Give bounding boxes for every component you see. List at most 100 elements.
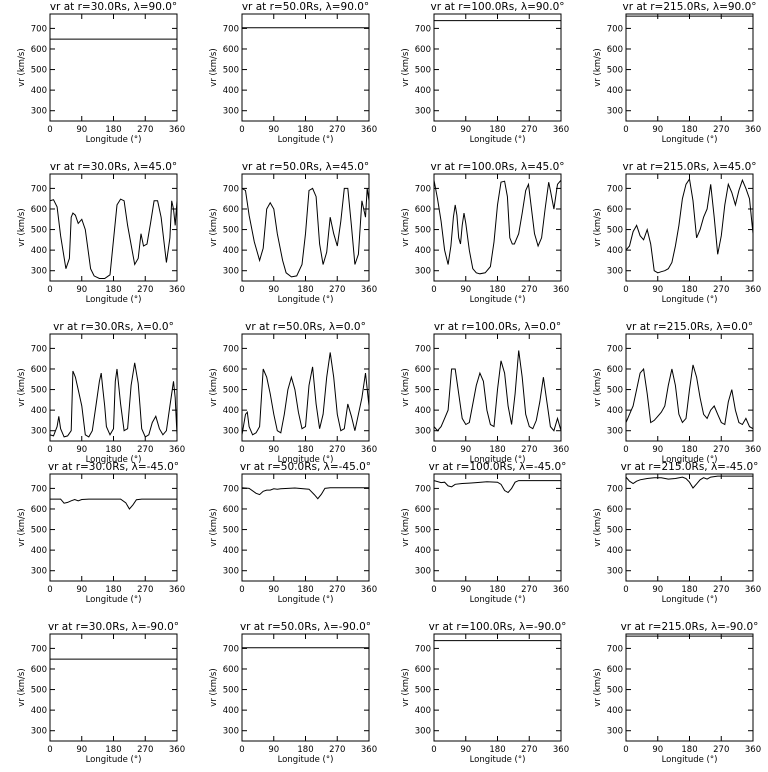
y-tick-label: 400 — [607, 406, 623, 416]
y-tick-label: 600 — [607, 205, 623, 215]
x-tick-label: 90 — [268, 745, 279, 755]
panel-1-0: vr at r=30.0Rs, λ=45.0° 0 90 180 270 360 300 40… — [17, 161, 185, 305]
y-tick-label: 700 — [31, 184, 47, 194]
y-tick-label: 300 — [607, 107, 623, 117]
y-tick-label: 600 — [31, 205, 47, 215]
y-tick-label: 300 — [31, 727, 47, 737]
x-tick-label: 270 — [521, 585, 537, 595]
x-tick-label: 0 — [239, 125, 244, 135]
x-tick-label: 90 — [652, 125, 663, 135]
panel-title: vr at r=100.0Rs, λ=-90.0° — [429, 621, 567, 633]
y-tick-label: 500 — [607, 386, 623, 396]
y-tick-label: 700 — [415, 484, 431, 494]
y-tick-label: 600 — [415, 45, 431, 55]
series-line — [50, 198, 177, 279]
x-tick-label: 360 — [361, 125, 377, 135]
plot-frame — [625, 633, 754, 742]
y-tick-label: 300 — [223, 567, 239, 577]
plot-frame — [625, 173, 754, 282]
y-tick-label: 500 — [415, 386, 431, 396]
x-tick-label: 90 — [268, 125, 279, 135]
y-axis-label: vr (km/s) — [593, 48, 603, 86]
x-axis-label: Longitude (°) — [662, 755, 718, 765]
plot-frame — [625, 473, 754, 582]
panel-2-2: vr at r=100.0Rs, λ=0.0° 0 90 180 270 360 300 40… — [401, 321, 569, 465]
plot-frame — [433, 13, 562, 122]
y-tick-label: 300 — [607, 727, 623, 737]
y-tick-label: 700 — [223, 344, 239, 354]
x-tick-label: 0 — [47, 585, 52, 595]
x-tick-label: 180 — [681, 585, 697, 595]
y-tick-label: 600 — [31, 45, 47, 55]
x-tick-label: 180 — [489, 125, 505, 135]
panel-3-3: vr at r=215.0Rs, λ=-45.0° 0 90 180 270 360 300… — [593, 461, 761, 605]
series-line — [242, 487, 369, 500]
y-tick-label: 300 — [31, 107, 47, 117]
y-axis-label: vr (km/s) — [209, 508, 219, 546]
x-tick-label: 270 — [521, 285, 537, 295]
y-tick-label: 600 — [415, 505, 431, 515]
x-tick-label: 270 — [713, 445, 729, 455]
x-tick-label: 90 — [268, 585, 279, 595]
x-axis-label: Longitude (°) — [278, 455, 334, 465]
x-axis-label: Longitude (°) — [86, 295, 142, 305]
x-tick-label: 270 — [137, 745, 153, 755]
x-tick-label: 180 — [681, 745, 697, 755]
panel-title: vr at r=50.0Rs, λ=-45.0° — [240, 461, 371, 473]
panel-0-0: vr at r=30.0Rs, λ=90.0° 0 90 180 270 360 300 40… — [17, 1, 185, 145]
x-tick-label: 270 — [137, 285, 153, 295]
x-axis-label: Longitude (°) — [662, 595, 718, 605]
y-tick-label: 700 — [607, 184, 623, 194]
panel-title: vr at r=30.0Rs, λ=-45.0° — [48, 461, 179, 473]
x-tick-label: 360 — [745, 445, 761, 455]
y-tick-label: 300 — [607, 427, 623, 437]
y-axis-label: vr (km/s) — [209, 668, 219, 706]
panel-3-2: vr at r=100.0Rs, λ=-45.0° 0 90 180 270 360 300… — [401, 461, 569, 605]
x-tick-label: 0 — [623, 445, 628, 455]
x-axis-label: Longitude (°) — [86, 135, 142, 145]
x-tick-label: 360 — [169, 445, 185, 455]
y-axis-label: vr (km/s) — [17, 368, 27, 406]
y-tick-label: 700 — [31, 644, 47, 654]
panel-title: vr at r=215.0Rs, λ=-45.0° — [621, 461, 759, 473]
y-tick-label: 700 — [607, 24, 623, 34]
plot-frame — [241, 13, 370, 122]
series-line — [50, 362, 177, 438]
x-tick-label: 270 — [713, 585, 729, 595]
panel-0-1: vr at r=50.0Rs, λ=90.0° 0 90 180 270 360 300 40… — [209, 1, 377, 145]
x-tick-label: 0 — [47, 745, 52, 755]
x-tick-label: 180 — [681, 445, 697, 455]
y-tick-label: 300 — [223, 107, 239, 117]
x-axis-label: Longitude (°) — [662, 295, 718, 305]
plot-frame — [241, 473, 370, 582]
x-tick-label: 360 — [553, 125, 569, 135]
panel-2-0: vr at r=30.0Rs, λ=0.0° 0 90 180 270 360 300 400… — [17, 321, 185, 465]
y-tick-label: 700 — [31, 344, 47, 354]
plot-frame — [625, 13, 754, 122]
x-tick-label: 360 — [169, 745, 185, 755]
x-tick-label: 360 — [553, 285, 569, 295]
y-tick-label: 600 — [223, 45, 239, 55]
x-tick-label: 270 — [521, 745, 537, 755]
plot-frame — [241, 173, 370, 282]
panel-4-2: vr at r=100.0Rs, λ=-90.0° 0 90 180 270 360 300… — [401, 621, 569, 765]
x-tick-label: 180 — [489, 745, 505, 755]
y-tick-label: 700 — [223, 644, 239, 654]
x-tick-label: 270 — [137, 445, 153, 455]
x-tick-label: 90 — [460, 445, 471, 455]
panel-title: vr at r=50.0Rs, λ=45.0° — [242, 161, 369, 173]
y-tick-label: 600 — [607, 505, 623, 515]
x-tick-label: 180 — [105, 585, 121, 595]
x-tick-label: 90 — [76, 745, 87, 755]
y-tick-label: 300 — [415, 267, 431, 277]
y-axis-label: vr (km/s) — [593, 668, 603, 706]
x-tick-label: 360 — [169, 585, 185, 595]
y-axis-label: vr (km/s) — [593, 368, 603, 406]
x-tick-label: 180 — [489, 285, 505, 295]
series-line — [626, 475, 753, 489]
y-tick-label: 600 — [415, 365, 431, 375]
y-axis-label: vr (km/s) — [209, 368, 219, 406]
panel-0-2: vr at r=100.0Rs, λ=90.0° 0 90 180 270 360 300 4… — [401, 1, 569, 145]
plot-frame — [433, 473, 562, 582]
